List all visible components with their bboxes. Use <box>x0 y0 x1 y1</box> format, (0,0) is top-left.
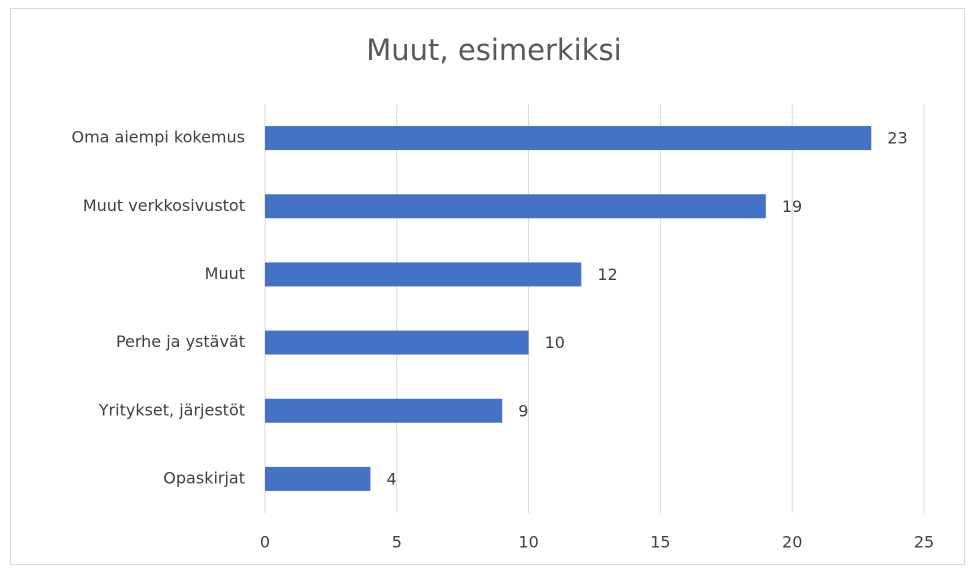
bar <box>265 330 529 355</box>
data-label: 12 <box>597 265 617 284</box>
bar <box>265 126 872 151</box>
data-label: 4 <box>386 469 396 488</box>
x-tick-label: 20 <box>782 533 802 552</box>
x-tick-label: 15 <box>650 533 670 552</box>
x-tick-label: 5 <box>392 533 402 552</box>
y-tick-label: Muut verkkosivustot <box>83 196 245 215</box>
data-label: 10 <box>545 333 565 352</box>
y-tick-label: Oma aiempi kokemus <box>71 128 245 147</box>
bar <box>265 466 371 491</box>
bar <box>265 194 766 219</box>
chart-title: Muut, esimerkiksi <box>366 33 621 67</box>
bar <box>265 398 503 423</box>
data-label: 23 <box>887 129 907 148</box>
y-tick-label: Yritykset, järjestöt <box>98 400 245 419</box>
y-tick-label: Muut <box>205 264 245 283</box>
data-label: 19 <box>782 197 802 216</box>
x-tick-label: 10 <box>518 533 538 552</box>
bar <box>265 262 582 287</box>
y-tick-label: Perhe ja ystävät <box>116 332 245 351</box>
chart-frame <box>10 8 965 565</box>
x-tick-label: 0 <box>260 533 270 552</box>
data-label: 9 <box>518 401 528 420</box>
y-tick-label: Opaskirjat <box>163 468 245 487</box>
x-tick-label: 25 <box>914 533 934 552</box>
